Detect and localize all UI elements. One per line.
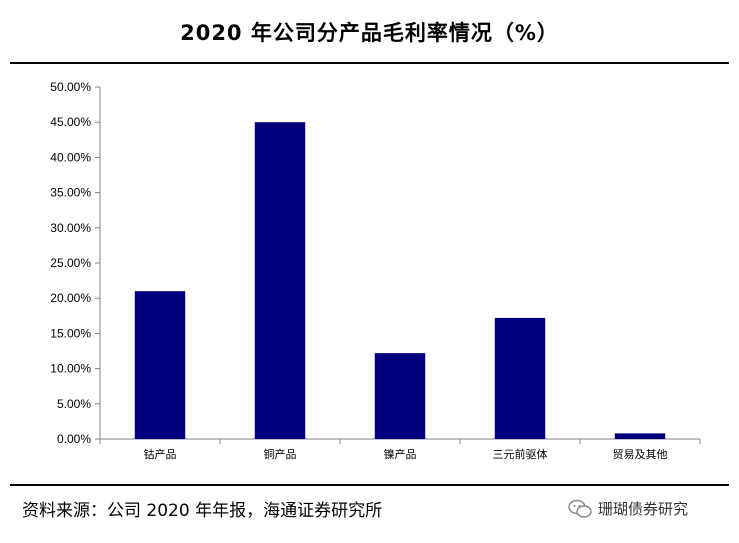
x-tick-label: 三元前驱体	[493, 447, 548, 461]
watermark: 珊瑚债券研究	[568, 498, 688, 519]
bar	[254, 122, 306, 439]
footer-divider	[10, 484, 729, 486]
bar-chart: 0.00% 5.00% 10.00% 15.00% 20.00% 25.00% 30.00%…	[50, 80, 701, 461]
y-tick-label: 20.00%	[50, 291, 91, 305]
y-tick-label: 40.00%	[50, 150, 91, 164]
y-tick-label: 30.00%	[50, 221, 91, 235]
bar	[494, 317, 546, 439]
y-tick-label: 25.00%	[50, 256, 91, 270]
y-tick-label: 45.00%	[50, 115, 91, 129]
bar	[134, 291, 186, 439]
source-note: 资料来源：公司 2020 年年报，海通证券研究所	[22, 501, 383, 521]
watermark-text: 珊瑚债券研究	[598, 500, 689, 518]
bar	[374, 353, 426, 439]
x-tick-label: 铜产品	[264, 447, 297, 461]
y-tick-label: 10.00%	[50, 362, 91, 376]
wechat-icon	[568, 499, 592, 518]
x-tick-label: 钴产品	[144, 447, 177, 461]
x-tick-label: 镍产品	[384, 447, 417, 461]
chart-title: 2020 年公司分产品毛利率情况（%）	[180, 21, 559, 45]
chart-title-bar: 2020 年公司分产品毛利率情况（%）	[10, 4, 729, 60]
y-tick-label: 15.00%	[50, 326, 91, 340]
y-tick-label: 50.00%	[50, 80, 91, 94]
title-divider	[10, 62, 729, 64]
y-tick-label: 0.00%	[57, 432, 91, 446]
y-tick-label: 5.00%	[57, 397, 91, 411]
y-tick-label: 35.00%	[50, 186, 91, 200]
x-tick-label: 贸易及其他	[613, 448, 668, 461]
bar	[614, 433, 666, 439]
